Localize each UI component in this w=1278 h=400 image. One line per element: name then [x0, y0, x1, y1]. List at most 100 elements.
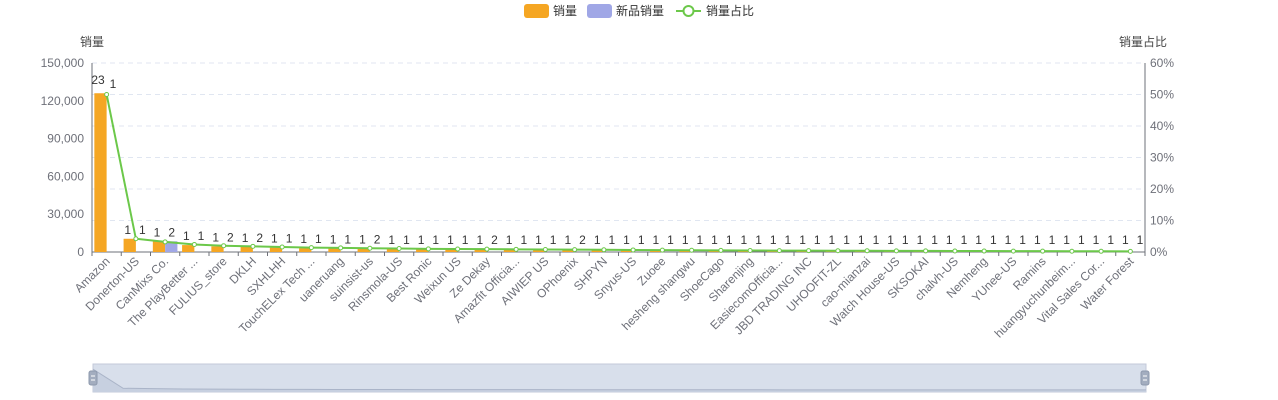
legend-item-1[interactable]: 销量 — [524, 4, 577, 18]
data-label: 1 — [887, 233, 894, 247]
bar-sales[interactable] — [708, 250, 721, 252]
data-label: 1 — [506, 233, 513, 247]
data-label: 1 — [1107, 233, 1114, 247]
bar-sales[interactable] — [357, 248, 370, 252]
bar-sales[interactable] — [650, 250, 663, 252]
bar-sales[interactable] — [533, 250, 546, 252]
data-label: 1 — [447, 233, 454, 247]
share-point[interactable] — [718, 247, 724, 253]
bar-sales[interactable] — [416, 249, 429, 252]
data-label: 1 — [198, 229, 205, 243]
share-point[interactable] — [1098, 248, 1104, 254]
bar-sales[interactable] — [328, 248, 341, 252]
zoom-track[interactable] — [92, 363, 1147, 393]
zoom-handle-body[interactable] — [1140, 370, 1150, 386]
data-label: 1 — [975, 233, 982, 247]
share-point[interactable] — [250, 243, 256, 249]
data-label: 1 — [697, 233, 704, 247]
data-label: 1 — [110, 77, 117, 91]
share-point[interactable] — [133, 236, 139, 242]
bar-sales[interactable] — [620, 250, 634, 252]
share-point[interactable] — [952, 248, 958, 254]
bar-sales[interactable] — [562, 250, 575, 252]
share-point[interactable] — [572, 247, 578, 253]
share-point[interactable] — [542, 246, 548, 252]
bar-sales[interactable] — [94, 93, 107, 253]
bar-new-sales[interactable] — [165, 241, 178, 252]
legend-label: 销量 — [553, 4, 577, 18]
share-point[interactable] — [1040, 248, 1046, 254]
data-label: 1 — [638, 233, 645, 247]
data-label: 1 — [520, 233, 527, 247]
share-line — [104, 92, 1133, 254]
y-right-tick-label: 20% — [1150, 182, 1174, 196]
share-point[interactable] — [981, 248, 987, 254]
share-point[interactable] — [659, 247, 665, 253]
bar-sales[interactable] — [182, 245, 195, 252]
data-label: 1 — [1137, 233, 1144, 247]
legend: 销量 新品销量 销量占比 — [524, 3, 754, 18]
share-point[interactable] — [338, 245, 344, 251]
share-point[interactable] — [747, 247, 753, 253]
y-left-axis-name: 销量 — [80, 35, 104, 49]
bar-sales[interactable] — [299, 248, 312, 252]
share-point[interactable] — [191, 241, 197, 247]
share-point[interactable] — [601, 247, 607, 253]
data-label: 1 — [124, 223, 131, 237]
bar-sales[interactable] — [152, 241, 166, 252]
share-point[interactable] — [221, 243, 227, 249]
bar-sales[interactable] — [211, 246, 224, 252]
data-label: 1 — [755, 233, 762, 247]
legend-item-2[interactable]: 新品销量 — [587, 3, 664, 18]
bar-sales[interactable] — [474, 249, 487, 252]
bar-sales[interactable] — [269, 247, 283, 252]
legend-item-3[interactable]: 销量占比 — [676, 3, 754, 18]
share-point[interactable] — [630, 247, 636, 253]
data-label: 1 — [550, 233, 557, 247]
share-point[interactable] — [1010, 248, 1016, 254]
zoom-preview-area — [93, 369, 1146, 392]
data-label: 1 — [1005, 233, 1012, 247]
zoom-handle-left[interactable] — [88, 370, 98, 386]
share-point[interactable] — [513, 246, 519, 252]
share-point[interactable] — [689, 247, 695, 253]
bar-sales[interactable] — [123, 238, 136, 252]
share-point[interactable] — [893, 248, 899, 254]
data-label: 1 — [300, 232, 307, 246]
zoom-handle-right[interactable] — [1140, 370, 1150, 386]
share-point[interactable] — [162, 239, 168, 245]
share-point[interactable] — [923, 248, 929, 254]
share-point[interactable] — [396, 246, 402, 252]
y-right-tick-label: 40% — [1150, 119, 1174, 133]
legend-swatch — [587, 4, 612, 18]
bar-sales[interactable] — [679, 250, 692, 252]
data-zoom-slider[interactable] — [88, 363, 1150, 393]
share-point[interactable] — [835, 248, 841, 254]
legend-label: 销量占比 — [706, 3, 754, 18]
share-point[interactable] — [864, 248, 870, 254]
legend-marker — [682, 5, 695, 17]
share-point[interactable] — [104, 92, 110, 97]
bar-sales[interactable] — [503, 249, 517, 252]
zoom-preview-line — [92, 368, 1147, 391]
data-label: 1 — [726, 233, 733, 247]
share-point[interactable] — [367, 245, 373, 251]
y-right-tick-label: 50% — [1150, 88, 1174, 102]
data-label: 2 — [227, 230, 234, 244]
share-point[interactable] — [484, 246, 490, 252]
share-point[interactable] — [1069, 248, 1075, 254]
share-point[interactable] — [1127, 248, 1133, 254]
bar-sales[interactable] — [386, 248, 400, 252]
share-point[interactable] — [308, 245, 314, 251]
bar-sales[interactable] — [445, 249, 458, 252]
zoom-handle-body[interactable] — [88, 370, 98, 386]
share-point[interactable] — [279, 244, 285, 250]
bar-sales[interactable] — [591, 250, 604, 252]
share-point[interactable] — [776, 248, 782, 254]
data-label: 1 — [432, 233, 439, 247]
bar-sales[interactable] — [240, 246, 253, 252]
share-point[interactable] — [806, 248, 812, 254]
share-point[interactable] — [425, 246, 431, 252]
share-point[interactable] — [455, 246, 461, 252]
